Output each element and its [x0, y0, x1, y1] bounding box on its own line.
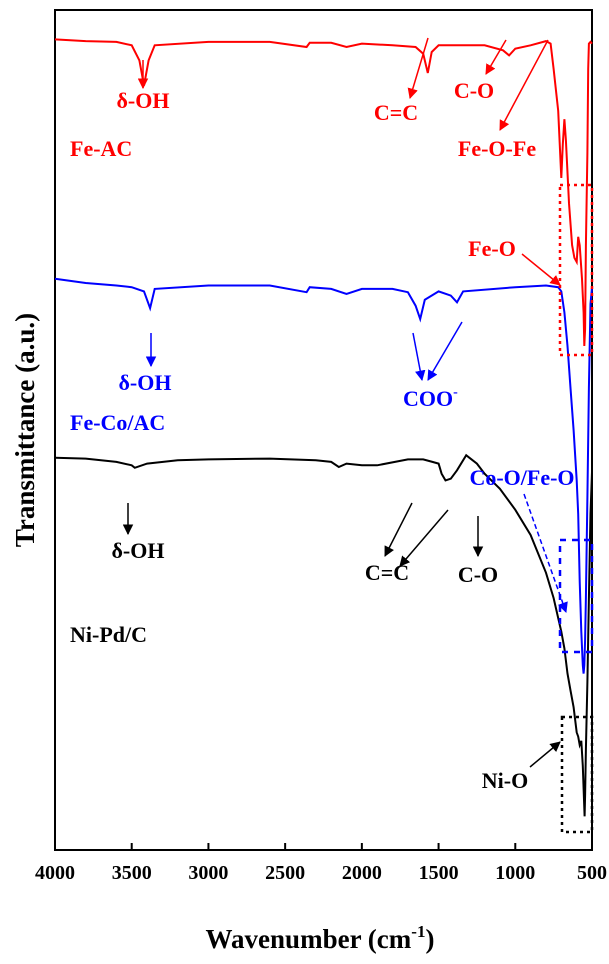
x-axis-ticks: 4000 3500 3000 2500 2000 1500 1000 500 — [35, 843, 607, 884]
series-line-fe-co-ac — [54, 277, 593, 674]
series-line-fe-ac — [54, 38, 593, 347]
annotation-fe-ac-oh: δ-OH — [117, 88, 170, 113]
x-tick-label: 3000 — [188, 862, 228, 884]
annotation-fe-ac-cc: C=C — [374, 100, 418, 125]
x-tick-label: 500 — [577, 862, 607, 884]
annotation-fe-co-cooofeo: Co-O/Fe-O — [469, 465, 574, 490]
series-label-ni-pd-c: Ni-Pd/C — [70, 622, 147, 647]
annotation-fe-ac-feo: Fe-O — [468, 236, 516, 261]
dotted-box-ni-o — [560, 715, 594, 834]
annotation-ni-pd-cc: C=C — [365, 560, 409, 585]
x-tick-label: 3500 — [112, 862, 152, 884]
annotation-ni-pd-nio: Ni-O — [482, 768, 528, 793]
dotted-box-fe-o — [558, 183, 594, 357]
series-line-ni-pd-c — [54, 453, 593, 817]
arrow-ni-pd-cc-b — [399, 509, 449, 567]
plot-frame — [54, 9, 593, 851]
annotation-fe-co-oh: δ-OH — [119, 370, 172, 395]
arrow-fe-ac-feofe — [499, 39, 549, 131]
x-tick-label: 2000 — [342, 862, 382, 884]
arrow-fe-co-cooofeo — [523, 493, 568, 613]
dotted-box-co-o — [558, 538, 594, 654]
x-tick-label: 1500 — [419, 862, 459, 884]
arrow-fe-ac-co — [485, 39, 507, 75]
x-tick-label: 1000 — [495, 862, 535, 884]
annotation-fe-ac-co: C-O — [454, 78, 494, 103]
annotation-fe-ac-feofe: Fe-O-Fe — [458, 136, 536, 161]
arrow-fe-ac-feo — [521, 253, 561, 286]
arrow-ni-pd-nio — [529, 741, 561, 768]
annotation-ni-pd-oh: δ-OH — [112, 538, 165, 563]
annotation-fe-co-coo: COO- — [403, 385, 458, 411]
y-axis-label: Transmittance (a.u.) — [10, 313, 40, 547]
x-axis-label: Wavenumber (cm-1) — [206, 922, 435, 954]
annotation-ni-pd-co: C-O — [458, 562, 498, 587]
arrow-fe-co-coo-a — [412, 332, 426, 382]
series-label-fe-co-ac: Fe-Co/AC — [70, 410, 165, 435]
x-tick-label: 2500 — [265, 862, 305, 884]
series-group — [54, 38, 593, 817]
arrow-fe-co-coo-b — [427, 321, 463, 381]
series-label-fe-ac: Fe-AC — [70, 136, 132, 161]
arrow-ni-pd-cc-a — [384, 502, 413, 557]
x-tick-label: 4000 — [35, 862, 75, 884]
arrow-fe-ac-cc — [407, 37, 429, 100]
